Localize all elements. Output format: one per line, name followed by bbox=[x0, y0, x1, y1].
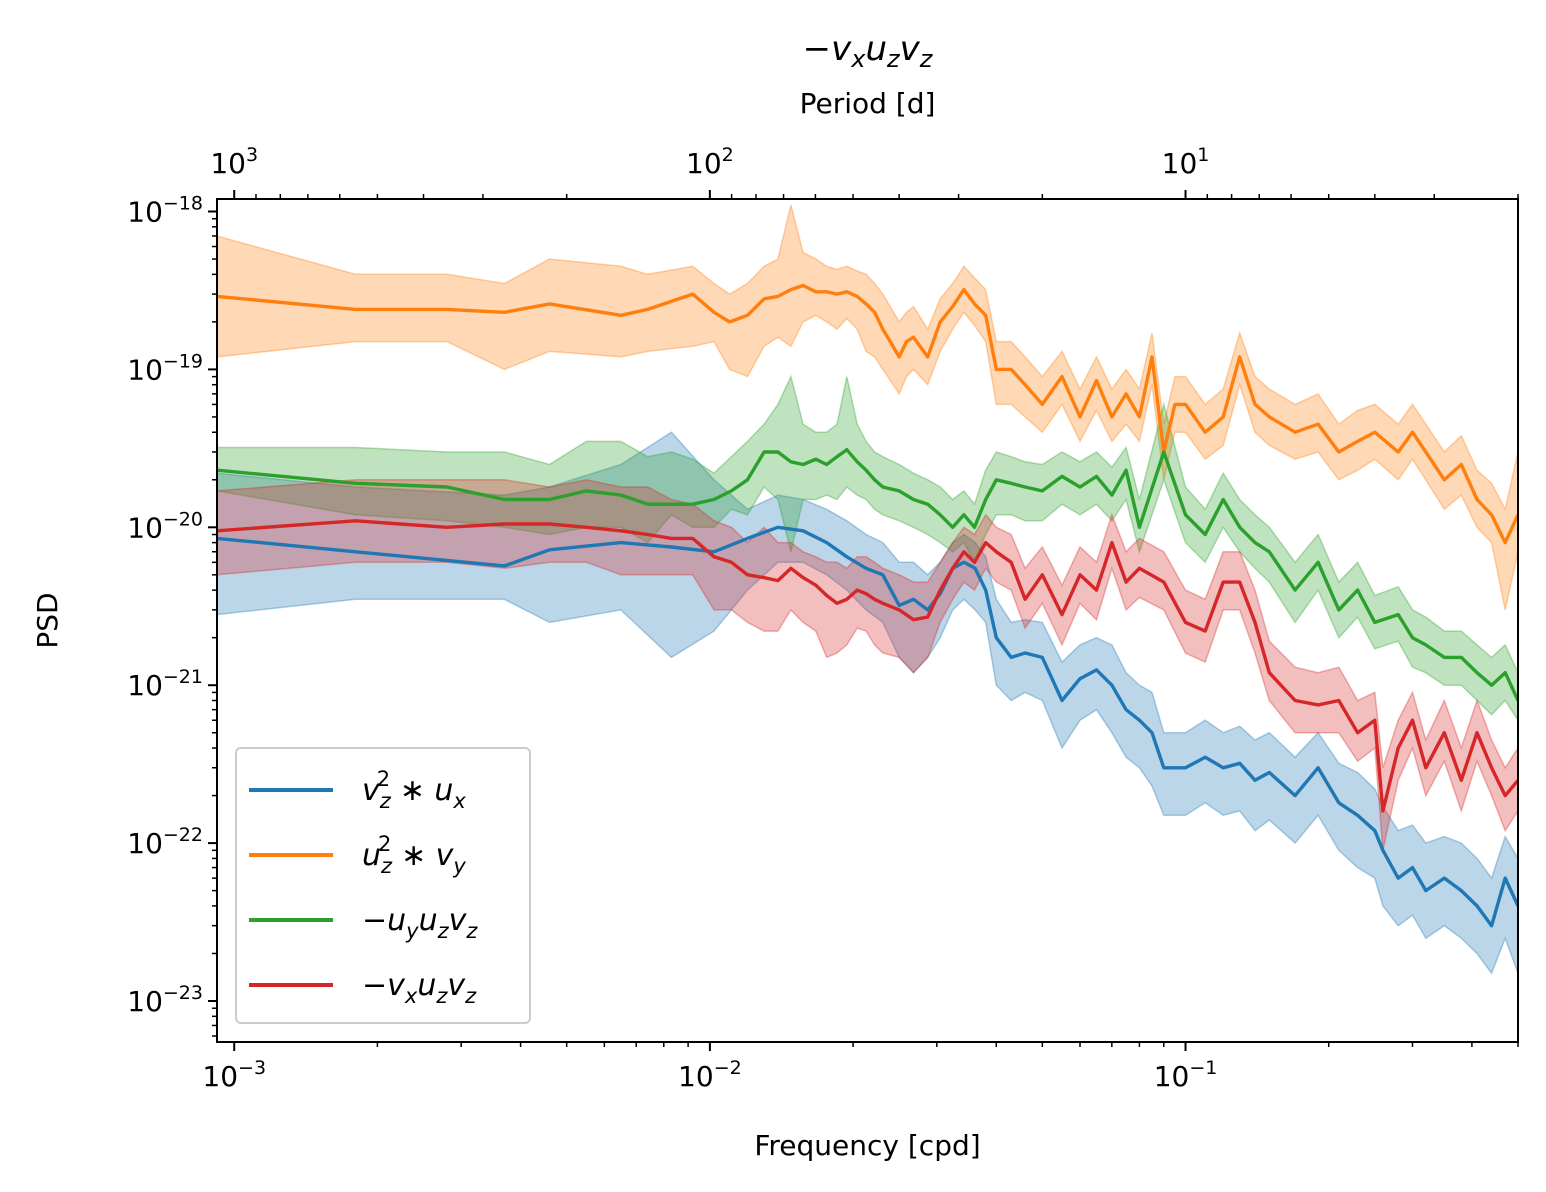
series-line-0 bbox=[217, 525, 1518, 928]
legend: vz2 ∗ ux uz2 ∗ vy −uyuzvz −vxuzvz bbox=[235, 747, 531, 1024]
x-tick-label: 10−1 bbox=[1154, 1057, 1218, 1093]
y-tick-label: 10−20 bbox=[127, 508, 203, 544]
legend-label-3: −vxuzvz bbox=[362, 968, 477, 1008]
plot-frame bbox=[216, 198, 1519, 1043]
band-3 bbox=[217, 479, 1518, 851]
x-tick-label: 10−3 bbox=[202, 1057, 266, 1093]
y-tick-label: 10−23 bbox=[127, 982, 203, 1018]
legend-label-1: uz2 ∗ vy bbox=[362, 832, 466, 878]
y-tick-label: 10−21 bbox=[127, 666, 203, 702]
series-line-1 bbox=[217, 283, 1518, 545]
top-tick-label: 102 bbox=[686, 144, 734, 180]
top-axis-label: Period [d] bbox=[800, 87, 936, 120]
x-tick-label: 10−2 bbox=[678, 1057, 742, 1093]
series-line-2 bbox=[217, 448, 1518, 702]
legend-box bbox=[235, 747, 531, 1024]
series-lines bbox=[217, 283, 1518, 928]
y-axis-label: PSD bbox=[31, 592, 64, 648]
y-tick-label: 10−19 bbox=[127, 350, 203, 386]
chart-title: −vxuzvz bbox=[803, 29, 934, 73]
top-tick-label: 101 bbox=[1162, 144, 1210, 180]
legend-label-2: −uyuzvz bbox=[362, 903, 478, 943]
axis-ticks: 10−3 10−2 10−1 10−18 10−19 10−20 10−21 10−22 10−… bbox=[127, 144, 1519, 1093]
y-tick-label: 10−18 bbox=[127, 193, 203, 229]
x-axis-label: Frequency [cpd] bbox=[754, 1129, 980, 1162]
legend-label-0: vz2 ∗ ux bbox=[362, 767, 466, 813]
series-line-3 bbox=[217, 519, 1518, 813]
top-tick-label: 103 bbox=[210, 144, 258, 180]
band-2 bbox=[217, 374, 1518, 722]
band-0 bbox=[217, 431, 1518, 975]
y-tick-label: 10−22 bbox=[127, 824, 203, 860]
